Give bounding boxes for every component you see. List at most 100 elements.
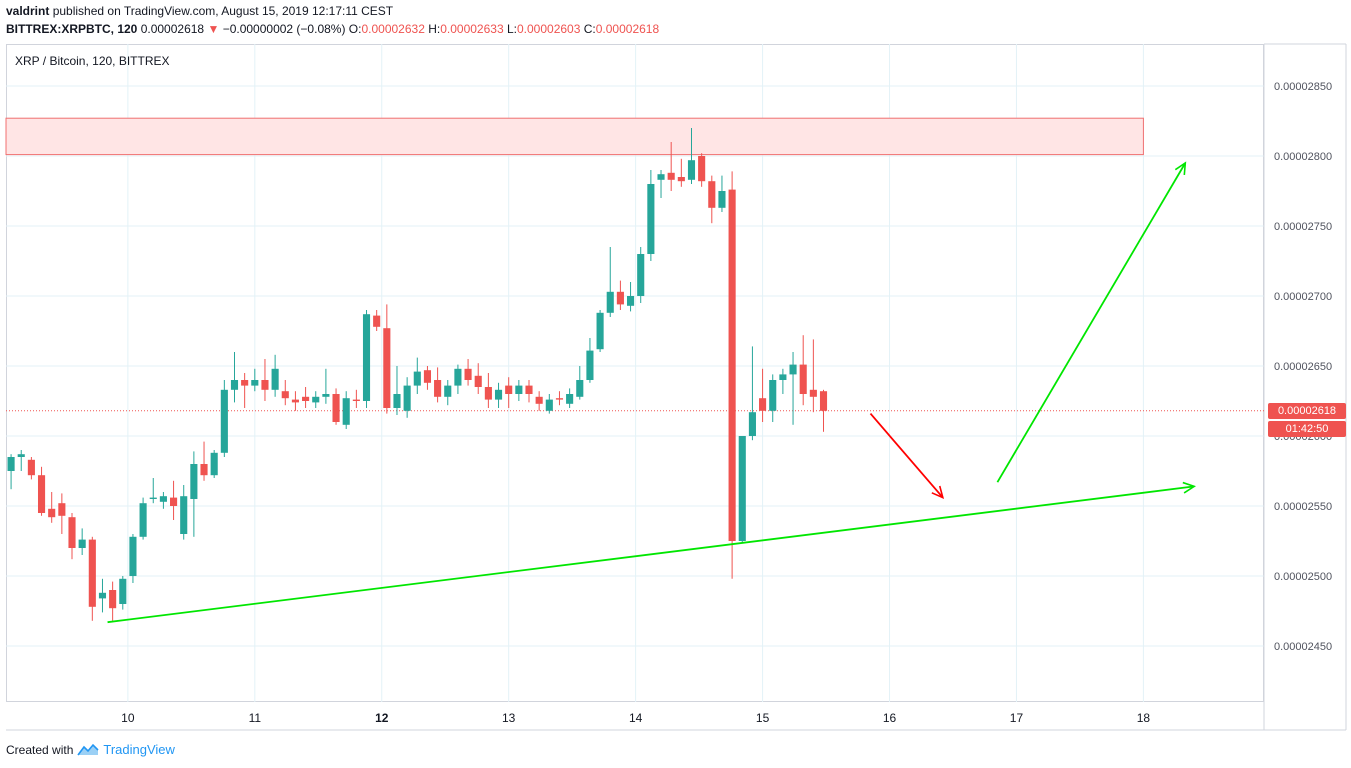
x-tick-label: 12 bbox=[375, 711, 389, 725]
candle-body-down bbox=[352, 399, 360, 401]
candle-body-up bbox=[637, 254, 645, 296]
current-price-label: 0.00002618 bbox=[1268, 402, 1346, 419]
candle-body-up bbox=[657, 174, 665, 180]
candle-body-up bbox=[322, 394, 330, 397]
y-tick-label: 0.00002450 bbox=[1274, 641, 1332, 653]
x-tick-label: 15 bbox=[756, 711, 770, 725]
candle-body-up bbox=[779, 374, 787, 380]
candle-body-down bbox=[708, 181, 716, 208]
low-value: 0.00002603 bbox=[516, 22, 581, 36]
candle-body-down bbox=[505, 385, 513, 394]
candle-body-up bbox=[606, 291, 614, 313]
candle-body-down bbox=[37, 475, 46, 513]
candle-body-down bbox=[474, 375, 482, 387]
candle-body-down bbox=[809, 389, 817, 397]
author-name[interactable]: valdrint bbox=[6, 4, 50, 18]
candle-body-up bbox=[139, 503, 147, 537]
candle-body-up bbox=[17, 454, 25, 457]
created-with-text: Created with bbox=[6, 742, 74, 757]
y-tick-label: 0.00002800 bbox=[1274, 151, 1332, 163]
candle-body-up bbox=[230, 380, 239, 390]
candle-body-up bbox=[718, 191, 726, 208]
low-label: L: bbox=[506, 22, 517, 36]
change-text: −0.00000002 (−0.08%) bbox=[222, 22, 346, 36]
candle-body-down bbox=[48, 508, 56, 518]
candle-body-up bbox=[210, 452, 218, 476]
candle-body-down bbox=[88, 539, 96, 607]
open-label: O: bbox=[348, 22, 362, 36]
candle-body-down bbox=[170, 497, 178, 506]
candle-body-down bbox=[535, 396, 543, 404]
last-price: 0.00002618 bbox=[140, 22, 205, 36]
tradingview-brand[interactable]: TradingView bbox=[103, 742, 175, 757]
candle-body-down bbox=[68, 517, 76, 548]
open-value: 0.00002632 bbox=[361, 22, 425, 36]
tradingview-logo-icon bbox=[77, 743, 99, 755]
candle-body-down bbox=[555, 398, 564, 400]
candle-body-down bbox=[241, 380, 249, 386]
candle-body-up bbox=[789, 364, 797, 375]
candle-body-up bbox=[7, 457, 15, 471]
x-tick-label: 10 bbox=[121, 711, 135, 725]
candle-body-up bbox=[251, 380, 259, 386]
candles bbox=[7, 128, 828, 621]
candle-body-down bbox=[383, 328, 391, 408]
candle-body-up bbox=[576, 380, 584, 397]
x-tick-label: 18 bbox=[1137, 711, 1151, 725]
candle-body-down bbox=[484, 387, 492, 400]
projection-up-arrow-head bbox=[1174, 161, 1187, 176]
y-tick-label: 0.00002750 bbox=[1274, 221, 1332, 233]
candle-body-up bbox=[149, 497, 157, 499]
candle-body-down bbox=[464, 368, 472, 380]
candle-body-down bbox=[27, 459, 35, 476]
candle-body-up bbox=[647, 184, 655, 254]
published-text: published on TradingView.com, August 15,… bbox=[52, 4, 394, 18]
candle-body-down bbox=[616, 291, 624, 305]
ascending-support-line-head bbox=[1182, 481, 1197, 494]
candle-body-down bbox=[728, 189, 736, 541]
candle-body-down bbox=[434, 380, 442, 397]
y-tick-label: 0.00002850 bbox=[1274, 81, 1332, 93]
candle-body-up bbox=[129, 536, 137, 576]
candle-body-up bbox=[220, 389, 228, 453]
candle-body-down bbox=[281, 391, 289, 399]
candle-body-down bbox=[332, 394, 340, 422]
candle-body-up bbox=[159, 496, 167, 502]
y-tick-label: 0.00002650 bbox=[1274, 361, 1332, 373]
candle-body-up bbox=[271, 368, 279, 390]
high-label: H: bbox=[428, 22, 441, 36]
candle-body-up bbox=[403, 385, 411, 411]
resistance-zone bbox=[5, 117, 1144, 156]
chart-legend: XRP / Bitcoin, 120, BITTREX bbox=[15, 54, 170, 68]
x-tick-label: 11 bbox=[249, 711, 262, 725]
change-down-icon: ▼ bbox=[207, 22, 220, 36]
publish-header: valdrint published on TradingView.com, A… bbox=[6, 4, 393, 18]
candle-body-up bbox=[119, 578, 127, 604]
close-value: 0.00002618 bbox=[595, 22, 660, 36]
x-tick-label: 17 bbox=[1010, 711, 1024, 725]
candle-body-up bbox=[454, 368, 462, 386]
candle-body-up bbox=[362, 314, 371, 401]
candle-body-up bbox=[413, 371, 421, 386]
y-tick-label: 0.00002700 bbox=[1274, 291, 1332, 303]
candle-body-down bbox=[200, 464, 208, 476]
candle-body-down bbox=[423, 370, 432, 383]
projection-up-arrow bbox=[996, 162, 1187, 483]
candle-body-down bbox=[291, 399, 299, 403]
x-tick-label: 14 bbox=[629, 711, 643, 725]
x-tick-label: 16 bbox=[883, 711, 897, 725]
bar-countdown-label: 01:42:50 bbox=[1268, 420, 1346, 437]
candle-body-up bbox=[78, 539, 86, 548]
candle-body-down bbox=[677, 177, 685, 182]
candle-body-up bbox=[566, 394, 574, 404]
candle-body-down bbox=[667, 172, 675, 180]
symbol-label: BITTREX:XRPBTC, 120 bbox=[6, 22, 138, 36]
candle-body-up bbox=[393, 394, 401, 408]
candle-body-up bbox=[494, 389, 503, 400]
candle-body-up bbox=[180, 496, 188, 534]
candle-body-down bbox=[525, 385, 533, 394]
ohlc-header: BITTREX:XRPBTC, 120 0.00002618 ▼ −0.0000… bbox=[6, 22, 659, 36]
footer: Created with TradingView bbox=[6, 742, 175, 757]
candle-body-down bbox=[302, 396, 310, 401]
